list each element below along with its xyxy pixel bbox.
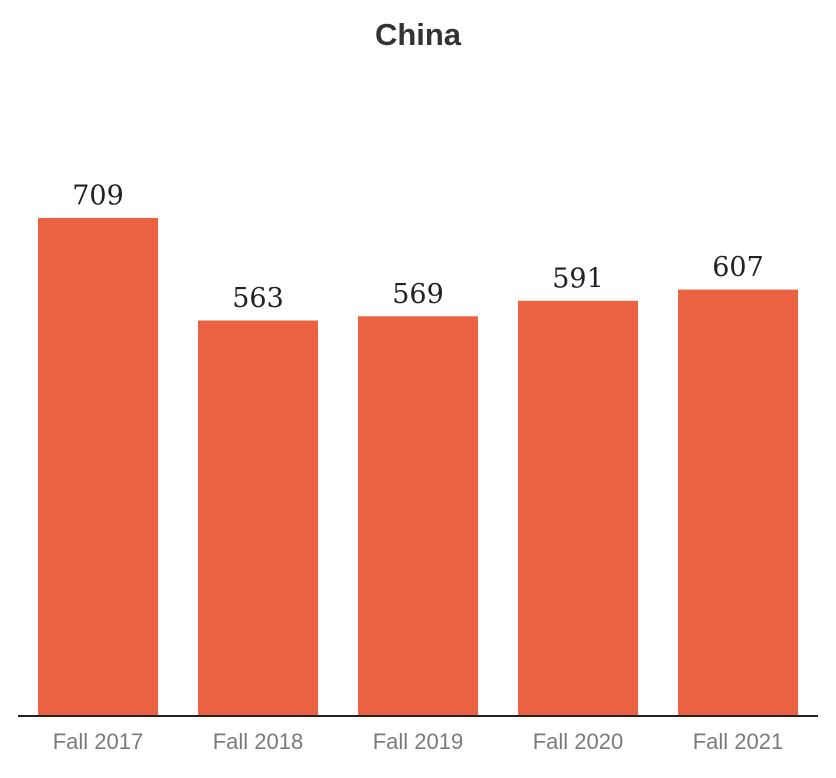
bar xyxy=(38,217,158,717)
x-tick-label: Fall 2020 xyxy=(533,729,624,754)
value-label: 569 xyxy=(392,279,444,310)
bar xyxy=(198,320,318,716)
chart-title: China xyxy=(375,17,462,52)
bar xyxy=(358,316,478,716)
value-label: 607 xyxy=(712,252,764,283)
x-tick-label: Fall 2019 xyxy=(373,729,464,754)
x-tick-label: Fall 2018 xyxy=(213,729,304,754)
bar xyxy=(518,300,638,716)
value-label: 563 xyxy=(232,283,284,314)
x-tick-label: Fall 2021 xyxy=(693,729,784,754)
value-label: 591 xyxy=(552,263,604,294)
value-label: 709 xyxy=(72,180,124,211)
bar xyxy=(678,289,798,716)
x-tick-label: Fall 2017 xyxy=(53,729,144,754)
